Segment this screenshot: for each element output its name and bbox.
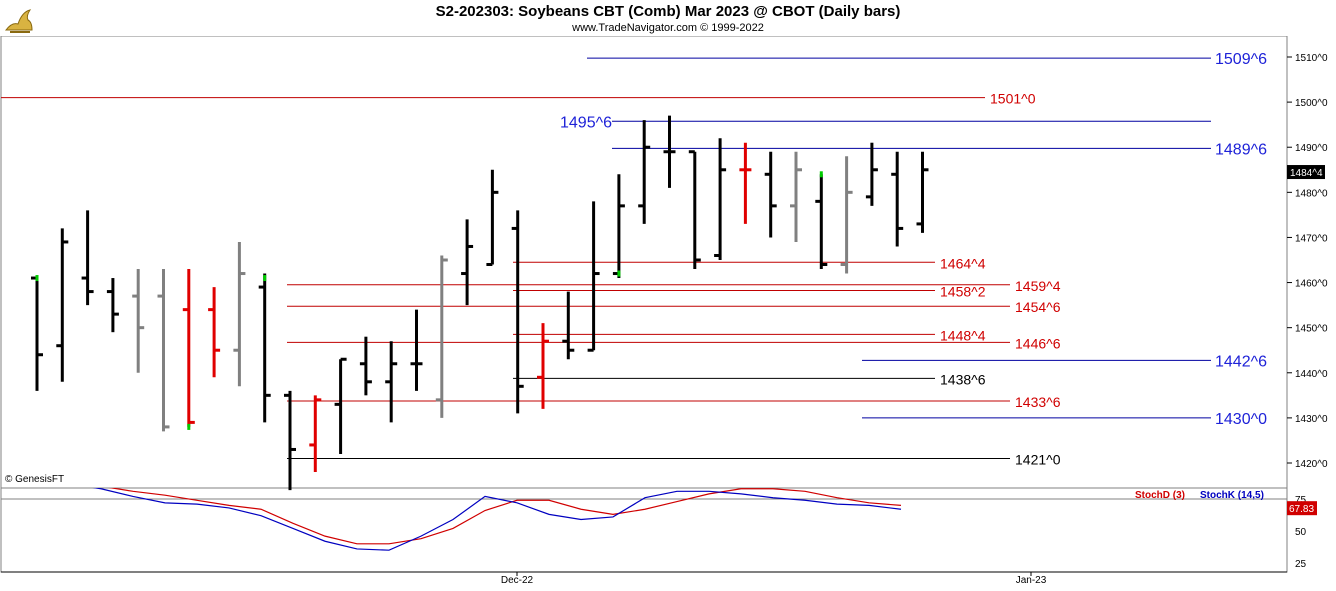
x-tick-label: Dec-22 bbox=[501, 575, 534, 586]
stoch-plot-frame bbox=[0, 487, 1288, 573]
level-label: 1454^6 bbox=[1015, 299, 1061, 315]
y-tick-label: 1470^0 bbox=[1295, 233, 1328, 244]
ohlc-bar bbox=[537, 323, 549, 409]
ohlc-bar bbox=[284, 390, 296, 491]
ohlc-bar bbox=[638, 120, 651, 224]
ohlc-bar bbox=[309, 395, 322, 473]
ohlc-bar bbox=[840, 156, 853, 274]
y-tick-label: 1490^0 bbox=[1295, 143, 1328, 154]
chart-subtitle: www.TradeNavigator.com © 1999-2022 bbox=[572, 22, 764, 34]
ohlc-bar bbox=[81, 210, 94, 306]
level-label: 1442^6 bbox=[1215, 353, 1267, 370]
stoch-last-label: 67.83 bbox=[1289, 504, 1314, 515]
ohlc-bar bbox=[511, 210, 524, 414]
stochK-legend: StochK (14,5) bbox=[1200, 490, 1264, 501]
chart-title: S2-202303: Soybeans CBT (Comb) Mar 2023 … bbox=[435, 3, 901, 20]
level-label: 1464^4 bbox=[940, 255, 986, 271]
date-axis: Dec-22 Jan-23 bbox=[1, 571, 1287, 586]
level-label: 1501^0 bbox=[990, 91, 1036, 107]
x-tick-label: Jan-23 bbox=[1016, 575, 1047, 586]
ohlc-bars bbox=[31, 115, 929, 491]
level-label: 1459^4 bbox=[1015, 278, 1061, 294]
ohlc-bar bbox=[461, 219, 474, 306]
level-label: 1489^6 bbox=[1215, 141, 1267, 158]
last-price-label: 1484^4 bbox=[1290, 168, 1323, 179]
stochD-legend: StochD (3) bbox=[1135, 490, 1185, 501]
level-label: 1448^4 bbox=[940, 327, 986, 343]
ohlc-bar bbox=[790, 151, 802, 242]
stoch-series-line bbox=[92, 488, 902, 551]
price-axis: 1420^0 1430^0 1440^0 1450^0 1460^0 1470^0 1480… bbox=[1287, 53, 1328, 470]
ohlc-bar bbox=[815, 174, 828, 270]
ohlc-bar bbox=[714, 138, 727, 260]
level-label: 1421^0 bbox=[1015, 451, 1061, 467]
ohlc-bar bbox=[208, 287, 221, 378]
stoch-y-label: 50 bbox=[1295, 527, 1307, 538]
ohlc-bar bbox=[258, 273, 271, 423]
ohlc-bar bbox=[157, 269, 170, 432]
y-tick-label: 1420^0 bbox=[1295, 459, 1328, 470]
ohlc-bar bbox=[916, 151, 929, 233]
ohlc-bar bbox=[132, 269, 145, 373]
ohlc-bar bbox=[359, 336, 372, 396]
ohlc-bar bbox=[182, 269, 195, 427]
bull-logo-icon bbox=[2, 2, 36, 36]
ohlc-bar bbox=[764, 151, 777, 238]
ohlc-bar bbox=[739, 142, 752, 224]
ohlc-bar bbox=[486, 169, 499, 267]
y-tick-label: 1500^0 bbox=[1295, 98, 1328, 109]
level-label: 1430^0 bbox=[1215, 411, 1267, 428]
ohlc-bar bbox=[435, 255, 448, 418]
ohlc-bar bbox=[587, 201, 600, 352]
ohlc-bar bbox=[106, 278, 119, 333]
chart-header: S2-202303: Soybeans CBT (Comb) Mar 2023 … bbox=[0, 0, 1336, 36]
last-price-box bbox=[1287, 165, 1325, 180]
level-label: 1446^6 bbox=[1015, 335, 1061, 351]
support-resistance-levels: 1509^6 1501^0 1495^6 1489^6 1464^4 1459^4 1458… bbox=[1, 51, 1267, 467]
ohlc-bar bbox=[688, 150, 701, 270]
y-tick-label: 1460^0 bbox=[1295, 279, 1328, 290]
ohlc-bar bbox=[385, 341, 398, 423]
stoch-y-label: 75 bbox=[1295, 495, 1307, 506]
ohlc-bar bbox=[56, 228, 69, 382]
y-tick-label: 1430^0 bbox=[1295, 414, 1328, 425]
level-label: 1509^6 bbox=[1215, 51, 1267, 68]
y-tick-label: 1450^0 bbox=[1295, 324, 1328, 335]
ohlc-bar bbox=[233, 241, 246, 387]
ohlc-bar bbox=[562, 291, 575, 360]
level-label: 1438^6 bbox=[940, 371, 986, 387]
price-chart[interactable]: 1509^6 1501^0 1495^6 1489^6 1464^4 1459^4 1458… bbox=[0, 36, 1336, 591]
level-label: 1433^6 bbox=[1015, 394, 1061, 410]
y-tick-label: 1510^0 bbox=[1295, 53, 1328, 64]
stoch-series-line bbox=[108, 488, 902, 545]
ohlc-bar bbox=[334, 357, 347, 454]
stoch-last-box bbox=[1287, 501, 1317, 516]
stoch-y-label: 25 bbox=[1295, 559, 1307, 570]
y-tick-label: 1480^0 bbox=[1295, 188, 1328, 199]
ohlc-bar bbox=[865, 142, 878, 206]
level-label: 1458^2 bbox=[940, 283, 986, 299]
ohlc-bar bbox=[891, 151, 904, 247]
ohlc-bar bbox=[663, 115, 676, 188]
genesis-watermark: © GenesisFT bbox=[5, 474, 65, 485]
ohlc-bar bbox=[410, 309, 423, 391]
level-label: 1495^6 bbox=[560, 114, 612, 131]
y-tick-label: 1440^0 bbox=[1295, 369, 1328, 380]
